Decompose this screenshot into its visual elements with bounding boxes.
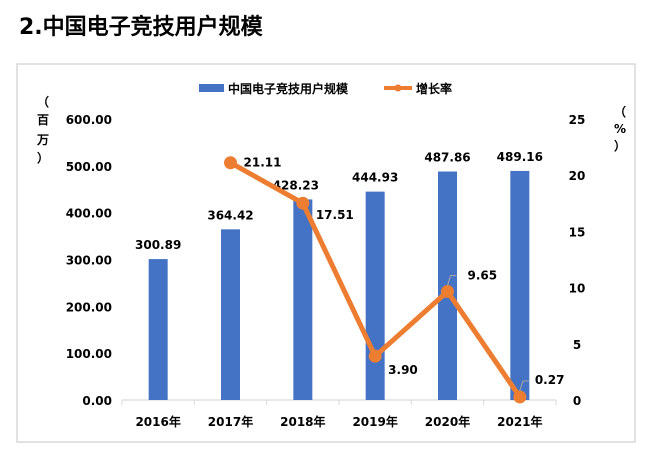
y-left-axis-title: 百 xyxy=(37,113,49,127)
growth-rate-point xyxy=(368,349,382,363)
bar-data-label: 487.86 xyxy=(424,151,470,165)
y-left-tick-label: 100.00 xyxy=(66,347,112,361)
bar-data-label: 489.16 xyxy=(497,150,543,164)
legend: 中国电子竞技用户规模 增长率 xyxy=(199,81,452,96)
bar-data-label: 300.89 xyxy=(135,238,181,252)
legend-line-marker xyxy=(394,84,402,92)
page-title: 2.中国电子竞技用户规模 xyxy=(19,15,263,40)
y-right-axis-title: （ xyxy=(614,104,626,119)
bar-data-label: 444.93 xyxy=(352,171,398,185)
data-label-leader-line xyxy=(447,275,457,286)
legend-line-label: 增长率 xyxy=(416,81,452,96)
legend-bar-label: 中国电子竞技用户规模 xyxy=(228,81,349,96)
growth-rate-data-label: 21.11 xyxy=(244,156,282,170)
data-label-leader-line xyxy=(519,380,529,392)
growth-rate-point xyxy=(224,156,237,170)
x-tick-label: 2021年 xyxy=(497,414,542,429)
growth-rate-data-label: 0.27 xyxy=(535,373,565,387)
y-right-axis-title: % xyxy=(614,122,626,136)
y-left-tick-label: 400.00 xyxy=(66,207,112,221)
growth-rate-point xyxy=(513,390,527,404)
y-left-tick-label: 300.00 xyxy=(66,254,112,268)
x-tick-label: 2018年 xyxy=(280,414,325,429)
growth-rate-point xyxy=(441,285,454,299)
y-right-tick-label: 0 xyxy=(573,394,581,408)
growth-rate-data-label: 17.51 xyxy=(316,208,354,222)
y-right-tick-label: 10 xyxy=(569,282,586,296)
x-tick-label: 2016年 xyxy=(135,414,180,429)
legend-bar-swatch xyxy=(199,84,224,92)
bar-data-label: 428.23 xyxy=(273,178,319,192)
y-right-tick-label: 25 xyxy=(569,113,586,127)
y-left-tick-label: 200.00 xyxy=(66,300,112,314)
y-left-axis-title: ） xyxy=(37,150,49,165)
bar-2019 xyxy=(365,191,385,400)
bar-2016 xyxy=(148,259,168,400)
y-right-tick-label: 5 xyxy=(573,338,581,352)
y-left-tick-label: 0.00 xyxy=(82,394,112,408)
growth-rate-data-label: 9.65 xyxy=(468,269,498,283)
y-left-axis-title: （ xyxy=(37,94,49,109)
x-tick-label: 2019年 xyxy=(352,414,397,429)
bar-data-label: 364.42 xyxy=(207,208,253,222)
y-right-tick-label: 15 xyxy=(569,225,586,239)
growth-rate-data-label: 3.90 xyxy=(388,363,418,377)
bar-2017 xyxy=(221,229,240,400)
bar-2021 xyxy=(510,170,530,400)
y-left-tick-label: 600.00 xyxy=(66,113,112,127)
y-left-tick-label: 500.00 xyxy=(66,160,112,174)
bar-2018 xyxy=(293,199,313,400)
growth-rate-point xyxy=(296,196,310,210)
y-right-tick-label: 20 xyxy=(569,169,586,183)
y-left-axis-title: 万 xyxy=(36,133,49,147)
y-right-axis-title: ） xyxy=(614,138,626,153)
x-tick-label: 2020年 xyxy=(425,414,470,429)
x-tick-label: 2017年 xyxy=(208,414,253,429)
